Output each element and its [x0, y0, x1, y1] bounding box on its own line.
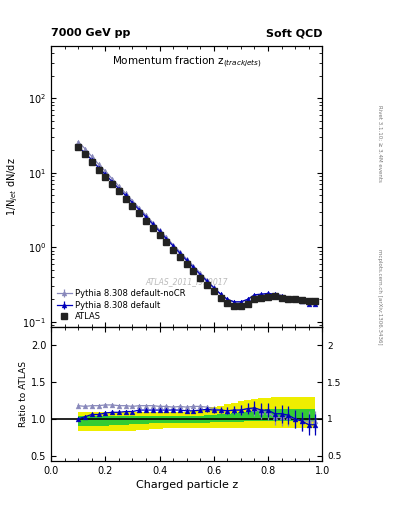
- Y-axis label: 1/N$_{jet}$ dN/dz: 1/N$_{jet}$ dN/dz: [5, 157, 20, 216]
- Text: ATLAS_2011_I919017: ATLAS_2011_I919017: [145, 278, 228, 287]
- Text: Soft QCD: Soft QCD: [266, 28, 322, 38]
- Legend: Pythia 8.308 default-noCR, Pythia 8.308 default, ATLAS: Pythia 8.308 default-noCR, Pythia 8.308 …: [55, 288, 187, 323]
- X-axis label: Charged particle z: Charged particle z: [136, 480, 238, 490]
- Text: 7000 GeV pp: 7000 GeV pp: [51, 28, 130, 38]
- Text: Rivet 3.1.10; ≥ 3.4M events: Rivet 3.1.10; ≥ 3.4M events: [377, 105, 382, 182]
- Text: mcplots.cern.ch [arXiv:1306.3436]: mcplots.cern.ch [arXiv:1306.3436]: [377, 249, 382, 345]
- Text: Momentum fraction z$_{(track jets)}$: Momentum fraction z$_{(track jets)}$: [112, 54, 262, 70]
- Y-axis label: Ratio to ATLAS: Ratio to ATLAS: [19, 361, 28, 427]
